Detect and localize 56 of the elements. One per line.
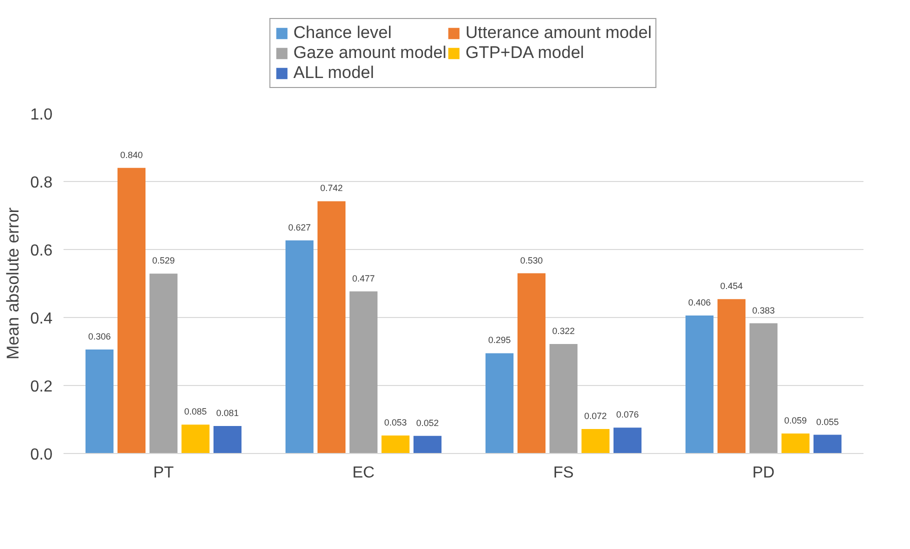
bar bbox=[686, 315, 714, 454]
text: 0.072 bbox=[584, 411, 607, 422]
text: 0.076 bbox=[616, 410, 639, 420]
bar bbox=[214, 426, 242, 454]
bar bbox=[518, 273, 546, 454]
x-tick-label: PD bbox=[752, 464, 775, 482]
legend-label: Gaze amount model bbox=[293, 43, 446, 63]
bar bbox=[782, 433, 810, 454]
y-tick-label: 0.4 bbox=[30, 310, 53, 328]
bar bbox=[150, 274, 178, 454]
text: 0.454 bbox=[720, 281, 743, 292]
legend-label: Chance level bbox=[293, 23, 392, 43]
text: 0.052 bbox=[416, 418, 439, 428]
legend-label: GTP+DA model bbox=[465, 43, 584, 63]
bar bbox=[382, 435, 410, 454]
bar bbox=[814, 434, 842, 454]
y-tick-label: 0.0 bbox=[30, 446, 53, 464]
text: 0.406 bbox=[688, 297, 711, 308]
x-tick-label: PT bbox=[153, 464, 174, 482]
text: 0.529 bbox=[152, 256, 175, 266]
bar bbox=[718, 299, 746, 454]
text: 0.085 bbox=[184, 406, 207, 417]
x-tick-label: EC bbox=[352, 464, 375, 482]
legend-label: Utterance amount model bbox=[465, 23, 652, 43]
text: 0.053 bbox=[384, 417, 407, 428]
bar bbox=[350, 291, 378, 454]
y-axis-title: Mean absolute error bbox=[3, 207, 22, 360]
legend-label: ALL model bbox=[293, 63, 374, 83]
text: 0.055 bbox=[816, 416, 839, 427]
bar bbox=[614, 428, 642, 454]
bar bbox=[118, 168, 146, 454]
y-tick-label: 0.2 bbox=[30, 378, 53, 396]
y-tick-label: 0.8 bbox=[30, 174, 53, 192]
text: 0.742 bbox=[320, 183, 343, 194]
text: 0.530 bbox=[520, 255, 543, 266]
bar bbox=[286, 240, 314, 454]
text: 0.306 bbox=[88, 331, 111, 342]
text: 0.081 bbox=[216, 408, 239, 418]
bar bbox=[86, 349, 114, 454]
bar bbox=[318, 201, 346, 454]
text: 0.295 bbox=[488, 335, 511, 346]
y-tick-label: 1.0 bbox=[30, 106, 53, 124]
bar bbox=[582, 429, 610, 454]
y-tick-label: 0.6 bbox=[30, 242, 53, 260]
x-tick-label: FS bbox=[553, 464, 574, 482]
bar bbox=[486, 353, 514, 454]
text: 0.383 bbox=[752, 305, 775, 316]
text: 0.059 bbox=[784, 415, 807, 426]
bar bbox=[414, 436, 442, 454]
text: 0.840 bbox=[120, 150, 143, 160]
bar bbox=[182, 424, 210, 454]
bar bbox=[550, 344, 578, 454]
text: 0.322 bbox=[552, 326, 575, 336]
text: 0.627 bbox=[288, 222, 311, 232]
bar bbox=[750, 323, 778, 454]
text: 0.477 bbox=[352, 273, 375, 284]
